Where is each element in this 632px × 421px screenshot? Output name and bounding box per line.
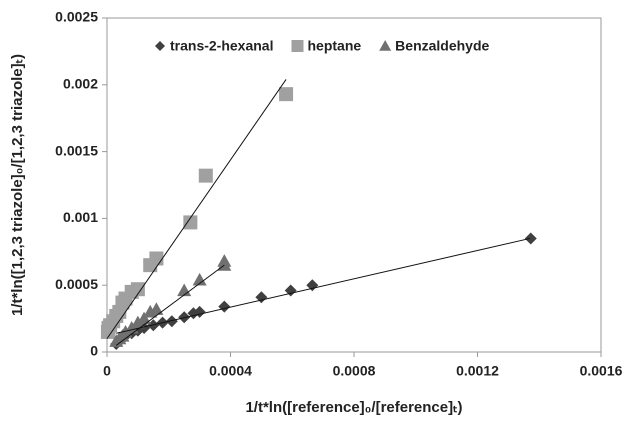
square-marker xyxy=(183,215,198,230)
trendline xyxy=(116,237,531,334)
triangle-marker xyxy=(192,272,207,286)
triangle-marker xyxy=(143,304,158,318)
square-marker xyxy=(100,324,115,339)
y-tick-label: 0.0005 xyxy=(55,276,98,292)
x-tick-label: 0.0012 xyxy=(456,363,499,379)
triangle-marker xyxy=(379,40,392,51)
x-tick-label: 0.0004 xyxy=(209,363,252,379)
square-marker xyxy=(143,258,158,273)
triangle-marker xyxy=(109,334,124,347)
legend-label: trans-2-hexanal xyxy=(170,38,273,54)
y-tick-label: 0.0015 xyxy=(55,142,98,158)
diamond-marker xyxy=(165,315,178,328)
diamond-marker xyxy=(524,232,537,245)
square-marker xyxy=(198,168,213,183)
trendline xyxy=(106,79,287,339)
plot-frame xyxy=(106,17,602,353)
x-tick-label: 0 xyxy=(103,363,111,379)
y-tick-label: 0 xyxy=(90,343,98,359)
diamond-marker xyxy=(306,279,319,292)
legend-label: Benzaldehyde xyxy=(395,38,489,54)
trendline xyxy=(115,264,225,346)
y-tick-label: 0.002 xyxy=(63,76,98,92)
x-tick-label: 0.0016 xyxy=(580,363,623,379)
x-axis-title: 1/t*ln([reference]₀/[reference]ₜ) xyxy=(245,399,462,416)
x-tick-label: 0.0008 xyxy=(333,363,376,379)
triangle-marker xyxy=(177,283,192,297)
square-marker xyxy=(291,40,304,52)
square-marker xyxy=(279,87,294,102)
y-tick-label: 0.0025 xyxy=(55,9,98,25)
y-axis-title: 1/t*ln([1,2,3 triazole]₀/[1,2,3 triazole… xyxy=(9,54,26,316)
diamond-marker xyxy=(155,41,165,51)
diamond-marker xyxy=(218,300,231,313)
legend-label: heptane xyxy=(307,38,361,54)
triangle-marker xyxy=(130,315,145,329)
y-tick-label: 0.001 xyxy=(63,209,98,225)
